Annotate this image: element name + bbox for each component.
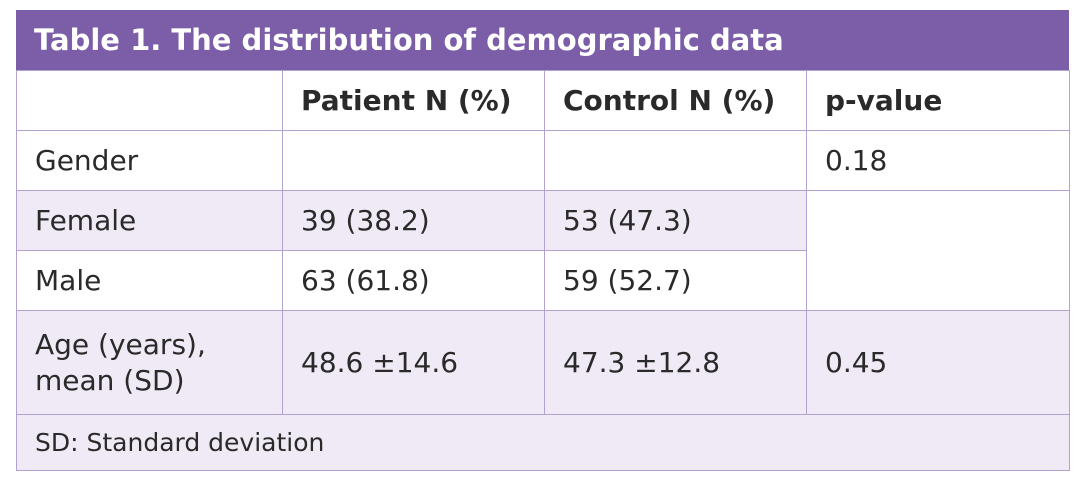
cell-gender-p-merged bbox=[806, 190, 1070, 311]
cell-gender-control bbox=[544, 130, 807, 191]
table-row-age: Age (years), mean (SD) 48.6 ±14.6 47.3 ±1… bbox=[16, 310, 1070, 415]
row-label-age-line1: Age (years), bbox=[35, 327, 206, 361]
header-cell-patient: Patient N (%) bbox=[282, 70, 545, 131]
row-label-male: Male bbox=[16, 250, 283, 311]
header-cell-p-value: p-value bbox=[806, 70, 1070, 131]
cell-age-patient: 48.6 ±14.6 bbox=[282, 310, 545, 415]
table-row-gender: Gender 0.18 bbox=[16, 130, 1070, 191]
row-label-gender: Gender bbox=[16, 130, 283, 191]
cell-male-control: 59 (52.7) bbox=[544, 250, 807, 311]
cell-female-patient: 39 (38.2) bbox=[282, 190, 545, 251]
table-row-male: Male 63 (61.8) 59 (52.7) bbox=[16, 250, 1070, 311]
cell-gender-p-value: 0.18 bbox=[806, 130, 1070, 191]
header-cell-control: Control N (%) bbox=[544, 70, 807, 131]
cell-female-control: 53 (47.3) bbox=[544, 190, 807, 251]
cell-gender-patient bbox=[282, 130, 545, 191]
row-label-female: Female bbox=[16, 190, 283, 251]
cell-age-p-value: 0.45 bbox=[806, 310, 1070, 415]
footer-row: SD: Standard deviation bbox=[16, 414, 1070, 471]
demographics-table: Patient N (%) Control N (%) p-value Gend… bbox=[16, 70, 1070, 471]
demographics-table-container: Table 1. The distribution of demographic… bbox=[16, 10, 1070, 471]
table-row-female: Female 39 (38.2) 53 (47.3) bbox=[16, 190, 1070, 311]
cell-age-control: 47.3 ±12.8 bbox=[544, 310, 807, 415]
header-cell-empty bbox=[16, 70, 283, 131]
table-title: Table 1. The distribution of demographic… bbox=[16, 10, 1069, 70]
table-footnote: SD: Standard deviation bbox=[16, 414, 1070, 471]
row-label-age: Age (years), mean (SD) bbox=[16, 310, 283, 415]
header-row: Patient N (%) Control N (%) p-value bbox=[16, 70, 1070, 131]
row-label-age-line2: mean (SD) bbox=[35, 363, 185, 397]
cell-male-patient: 63 (61.8) bbox=[282, 250, 545, 311]
